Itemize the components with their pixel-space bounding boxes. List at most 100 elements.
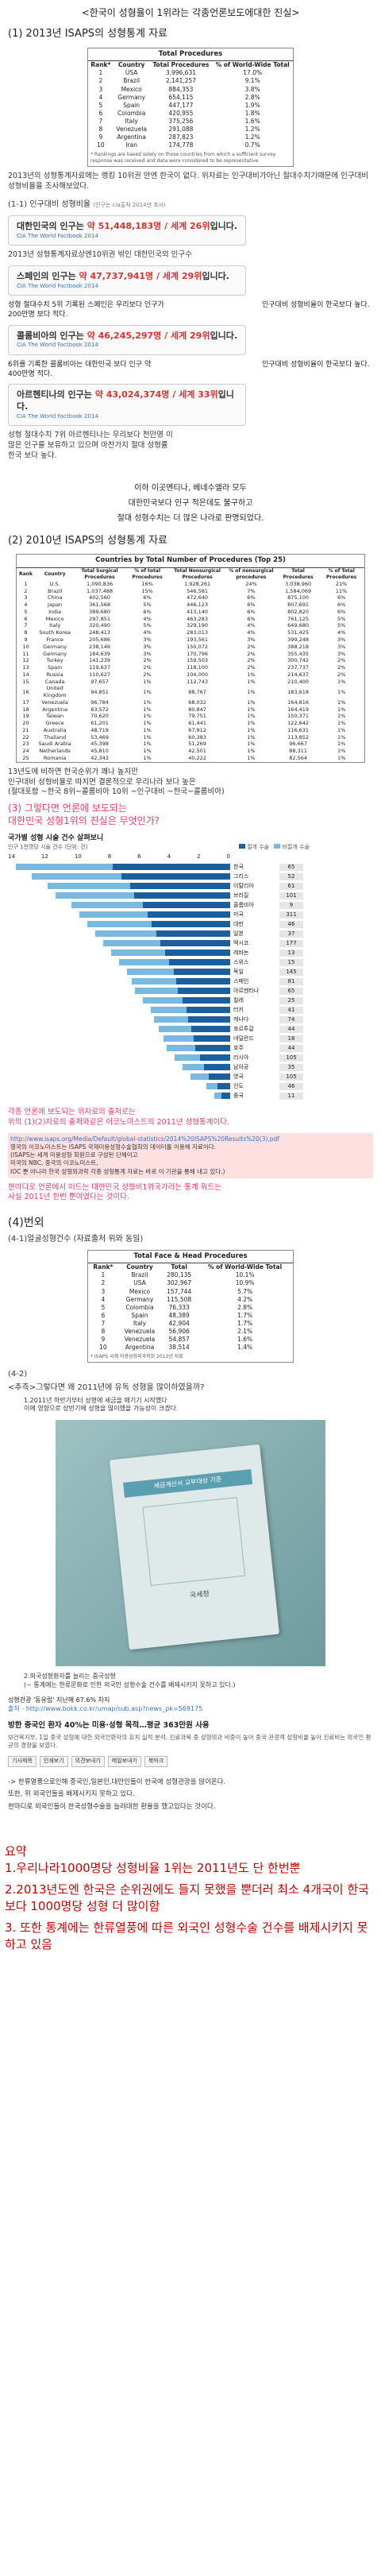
table-cell: 174,778	[168, 141, 194, 149]
table-row: 2 Brazil 2,141,257 9.1%	[88, 77, 293, 85]
chart-category-label: 영국	[233, 1073, 244, 1080]
table-cell: 3	[24, 594, 28, 601]
quote-source-link[interactable]: 출처 - http://www.bokk.co.kr/umap/sub.asp?…	[8, 1704, 203, 1712]
conclusion-line-2: 대한민국보다 인구 적은데도 불구하고	[128, 498, 253, 508]
table-row: 5 India 389,680 6% 413,140 6% 802,820 6%	[17, 609, 364, 616]
table-cell: Saudi Arabia	[38, 741, 71, 748]
table-cell: 20	[22, 720, 29, 727]
source-link[interactable]: http://www.isaps.org/Media/Default/globa…	[10, 1135, 279, 1143]
chart-bar-row: 영국 105	[8, 1073, 310, 1081]
chart-bar-row: 포르투갈 44	[8, 1025, 310, 1034]
chart-bar-nonsurgical	[56, 892, 134, 899]
chart-bar-nonsurgical	[87, 921, 152, 928]
table-cell: 1%	[337, 688, 346, 695]
chart-bar-area	[8, 911, 230, 919]
table-cell: 237,737	[287, 664, 310, 671]
table-cell: 79,751	[188, 713, 206, 720]
tax-guide-photo: 세금계산서 교부대상 기준 국세청	[56, 1420, 325, 1667]
table-cell: 1%	[247, 741, 256, 748]
table-row: 10 Germany 238,146 3% 150,072 2% 388,218 3%	[17, 644, 364, 651]
table-row: 9 France 205,686 3% 193,561 3% 399,248 3%	[17, 636, 364, 644]
chart-bar-nonsurgical	[135, 988, 178, 995]
chart-bar-row: 캐나다 74	[8, 1015, 310, 1024]
table-cell: 1%	[247, 713, 256, 720]
section-4-conclusion: -> 한류열풍으로인해 중국인,일본인,대만인들이 한국에 성형관광을 많이온다…	[0, 1775, 381, 1815]
chart-bar-surgical	[173, 969, 230, 976]
table-cell: 1%	[143, 733, 152, 741]
share-button[interactable]: 기사제목	[8, 1756, 37, 1767]
section-4-2-notes: 1.2011년 하반기부터 성형에 세금을 매기기 시작했다 이에 영향으로 상…	[0, 1395, 381, 1416]
table-cell: 10	[22, 643, 29, 650]
table-cell: 1%	[143, 720, 152, 727]
chart-bar-surgical	[121, 873, 230, 880]
table-row: 25 Romania 42,343 1% 40,222 1% 82,564 1%	[17, 755, 364, 762]
table-cell: 1.9%	[244, 101, 260, 109]
table-cell: 1%	[247, 688, 256, 695]
table-cell: 5%	[337, 615, 346, 622]
table-cell: 283,013	[187, 629, 209, 636]
table-cell: 1%	[337, 748, 346, 755]
summary-item-3: 3. 또한 통계에는 한류열풍에 따른 외국인 성형수술 건수를 배제시키지 못…	[5, 1920, 368, 1951]
legend-swatch-surgical	[238, 843, 245, 849]
table-cell: 96,667	[289, 741, 307, 748]
pop-source-link[interactable]: CIA The World Factbook 2014	[17, 232, 98, 239]
table-cell: 3%	[143, 643, 152, 650]
chart-bar-nonsurgical	[79, 911, 148, 919]
table-cell: Brazil	[131, 1271, 148, 1279]
quote-title: 방한 중국인 환자 40%는 미용·성형 목적…평균 363만원 사용	[8, 1721, 210, 1731]
table-cell: 531,425	[287, 629, 310, 636]
pop-source-link[interactable]: CIA The World Factbook 2014	[17, 412, 98, 420]
table-cell: 1%	[247, 706, 256, 713]
news-quote-1: 성형관광 '동유럽' 지난해 67.6% 차지 출처 - http://www.…	[0, 1692, 381, 1719]
axis-tick-label: 2	[197, 853, 201, 860]
chart-bar-nonsurgical	[71, 902, 143, 909]
table-cell: 7	[101, 1320, 106, 1328]
table-cell: 1,584,069	[285, 587, 312, 594]
table-cell: 1.6%	[237, 1336, 253, 1344]
section-3-line-1: (3) 그렇다면 언론에 보도되는	[8, 803, 127, 814]
table-cell: 8	[98, 126, 103, 133]
table-cell: 0.7%	[244, 141, 260, 149]
table-cell: 1,928,261	[184, 580, 211, 587]
news-quote-2: 방한 중국인 환자 40%는 미용·성형 목적…평균 363만원 사용 보건복지…	[0, 1718, 381, 1753]
table-cell: 1.6%	[244, 118, 260, 126]
table-title: Total Face & Head Procedures	[88, 1251, 293, 1264]
table-cell: 97,657	[90, 678, 109, 685]
table-cell: 3%	[337, 650, 346, 657]
table-cell: 2%	[337, 657, 346, 664]
chart-category-label: 멕시코	[233, 939, 249, 946]
table-header-cell: Country	[117, 61, 145, 69]
desc-line: (절대포함 ~한국 8위~콜롬비아 10위 ~인구대비 ~한국~콜롬비아)	[8, 787, 225, 797]
chart-bar-nonsurgical	[183, 1064, 204, 1071]
print-button[interactable]: 인쇄보기	[39, 1756, 68, 1767]
section-3-line-2: 대한민국 성형1위의 진실은 무엇인가?	[8, 814, 160, 826]
table-row: 6 Spain 48,389 1.7%	[88, 1312, 293, 1320]
table-cell: 96,784	[90, 698, 109, 706]
pop-label: 대한민국의 인구는	[17, 220, 87, 231]
pop-source-link[interactable]: CIA The World Factbook 2014	[17, 282, 98, 289]
table-cell: USA	[133, 1279, 146, 1287]
section-2-desc: 13년도에 비하면 한국순위가 꽤나 높지만 인구대비 성형비율로 따지면 결론…	[0, 766, 381, 799]
table-cell: 3%	[337, 643, 346, 650]
table-cell: Netherlands	[39, 748, 71, 755]
bookmark-button[interactable]: 북마크	[144, 1756, 168, 1767]
s3b-line: 위의 (1)(2)자료의 출처와같은 이코노미스트의 2011년 성형통계이다.	[8, 1118, 229, 1127]
pop-source-link[interactable]: CIA The World Factbook 2014	[17, 342, 98, 349]
source-line: (ISAPS는 세계 미용성형 회원으로 구성된 단체이고	[10, 1151, 138, 1159]
chart-bar-area	[8, 902, 230, 909]
table-cell: 2,141,257	[165, 77, 196, 85]
table-cell: 157,744	[167, 1287, 192, 1295]
table-row: 1 U.S. 1,090,836 16% 1,928,261 24% 3,038,960 21…	[17, 581, 364, 588]
table-row: 4 Germany 654,115 2.8%	[88, 94, 293, 102]
table-cell: 17	[22, 698, 29, 706]
table-cell: Argentina	[42, 706, 67, 713]
chart-bar-surgical	[147, 911, 230, 919]
table-cell: 159,503	[187, 657, 209, 664]
table-cell: 1%	[337, 726, 346, 733]
table-row: 17 Venezuela 96,784 1% 68,032 1% 164,816 1%	[17, 699, 364, 706]
conclusion-line: 한마디로 외국인들이 한국성형수술을 늘려대한 환율을 했고있다는 것이다.	[8, 1802, 216, 1811]
section-1-1-heading: (1-1) 인구대비 성형비율 (인구는 cia출처 2014년 조사)	[0, 198, 381, 212]
mail-button[interactable]: 메일보내기	[107, 1756, 141, 1767]
feedback-button[interactable]: 의견보내기	[71, 1756, 105, 1767]
chart-side-value: 35	[279, 1063, 303, 1072]
